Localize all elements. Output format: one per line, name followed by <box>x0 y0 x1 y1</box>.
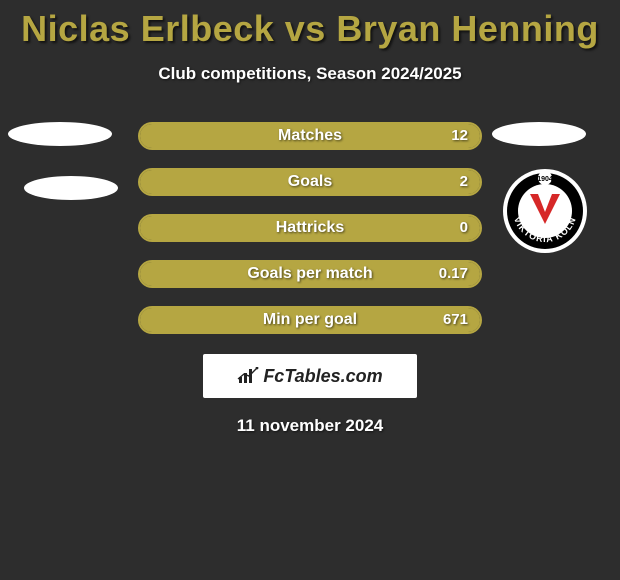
bar-chart-icon <box>237 367 259 385</box>
club-badge-year: 1904 <box>537 176 553 183</box>
player-photo-right-placeholder <box>492 122 586 146</box>
stat-bar-fill <box>140 308 480 332</box>
snapshot-date: 11 november 2024 <box>0 416 620 436</box>
stat-row: Min per goal671 <box>138 306 482 334</box>
stats-area: 1904 VIKTORIA KÖLN Matches12 Goals2 Hattri… <box>0 122 620 334</box>
brand-text: FcTables.com <box>263 366 382 387</box>
stat-bar <box>138 260 482 288</box>
stat-bar <box>138 168 482 196</box>
player-photo-left-placeholder-2 <box>24 176 118 200</box>
stat-rows: Matches12 Goals2 Hattricks0 Goals per match… <box>138 122 482 334</box>
stat-bar <box>138 214 482 242</box>
club-badge-icon: 1904 VIKTORIA KÖLN <box>494 168 596 254</box>
stat-row: Goals2 <box>138 168 482 196</box>
stat-row: Matches12 <box>138 122 482 150</box>
stat-bar <box>138 122 482 150</box>
page-title: Niclas Erlbeck vs Bryan Henning <box>0 0 620 50</box>
stat-row: Goals per match0.17 <box>138 260 482 288</box>
stat-row: Hattricks0 <box>138 214 482 242</box>
stat-bar-fill <box>140 262 480 286</box>
stat-bar <box>138 306 482 334</box>
club-badge-viktoria-koln: 1904 VIKTORIA KÖLN <box>494 168 596 254</box>
player-photo-left-placeholder-1 <box>8 122 112 146</box>
stat-bar-fill <box>140 216 480 240</box>
stat-bar-fill <box>140 124 480 148</box>
brand-badge: FcTables.com <box>203 354 417 398</box>
stat-bar-fill <box>140 170 480 194</box>
subtitle: Club competitions, Season 2024/2025 <box>0 64 620 84</box>
